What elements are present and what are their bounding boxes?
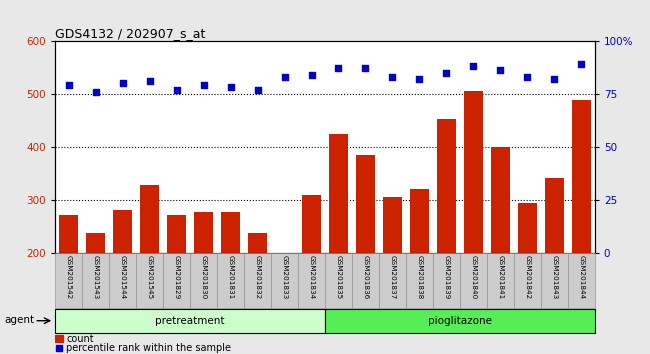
Point — [576, 61, 586, 67]
Bar — [464, 91, 483, 354]
Point — [387, 74, 398, 80]
Point — [306, 72, 317, 78]
Point — [495, 68, 506, 73]
Bar — [514, 253, 541, 308]
Text: GSM201830: GSM201830 — [201, 255, 207, 299]
Point — [198, 82, 209, 88]
Point — [226, 85, 236, 90]
Text: GSM201834: GSM201834 — [309, 255, 315, 299]
Bar — [433, 253, 460, 308]
Bar — [271, 253, 298, 308]
Bar — [221, 212, 240, 354]
Bar — [541, 253, 568, 308]
Text: percentile rank within the sample: percentile rank within the sample — [66, 343, 231, 353]
Point — [252, 87, 263, 92]
Bar — [82, 253, 109, 308]
Point — [90, 89, 101, 95]
Text: GSM201831: GSM201831 — [227, 255, 233, 299]
Bar — [298, 253, 325, 308]
Bar — [248, 234, 267, 354]
Text: pioglitazone: pioglitazone — [428, 316, 492, 326]
Text: count: count — [66, 333, 94, 344]
Bar — [491, 147, 510, 354]
Text: GSM201843: GSM201843 — [551, 255, 557, 299]
Bar — [568, 253, 595, 308]
Point — [549, 76, 560, 82]
Text: GSM201543: GSM201543 — [93, 255, 99, 299]
Bar — [55, 335, 63, 342]
Text: GSM201832: GSM201832 — [255, 255, 261, 299]
Text: GSM201842: GSM201842 — [525, 255, 530, 299]
Point — [441, 70, 452, 75]
Point — [172, 87, 182, 92]
Bar — [55, 253, 82, 308]
Text: GSM201840: GSM201840 — [471, 255, 476, 299]
Bar — [329, 133, 348, 354]
Text: GSM201839: GSM201839 — [443, 255, 449, 299]
Point — [360, 65, 370, 71]
Bar — [356, 155, 375, 354]
Bar — [244, 253, 271, 308]
Text: GSM201833: GSM201833 — [281, 255, 287, 299]
Bar — [140, 185, 159, 354]
Bar — [460, 253, 487, 308]
Bar — [325, 253, 352, 308]
Text: GSM201836: GSM201836 — [363, 255, 369, 299]
Bar — [383, 198, 402, 354]
Bar — [572, 100, 591, 354]
Text: GSM201829: GSM201829 — [174, 255, 179, 299]
Point — [118, 80, 128, 86]
Bar — [518, 202, 537, 354]
Bar — [325, 309, 595, 333]
Text: GSM201838: GSM201838 — [417, 255, 423, 299]
Bar — [167, 215, 186, 354]
Point — [414, 76, 424, 82]
Bar — [217, 253, 244, 308]
Point — [522, 74, 532, 80]
Point — [333, 65, 344, 71]
Bar — [302, 195, 321, 354]
Text: pretreatment: pretreatment — [155, 316, 225, 326]
Point — [64, 82, 74, 88]
Point — [54, 345, 64, 351]
Text: GSM201837: GSM201837 — [389, 255, 395, 299]
Bar — [545, 178, 564, 354]
Bar — [163, 253, 190, 308]
Text: GSM201544: GSM201544 — [120, 255, 125, 299]
Bar — [136, 253, 163, 308]
Point — [280, 74, 290, 80]
Bar — [55, 309, 325, 333]
Bar — [410, 189, 429, 354]
Text: agent: agent — [5, 314, 34, 325]
Bar — [190, 253, 217, 308]
Bar — [487, 253, 514, 308]
Text: GDS4132 / 202907_s_at: GDS4132 / 202907_s_at — [55, 27, 205, 40]
Bar — [194, 212, 213, 354]
Bar — [406, 253, 433, 308]
Text: GSM201542: GSM201542 — [66, 255, 72, 299]
Bar — [113, 210, 132, 354]
Point — [144, 78, 155, 84]
Bar — [275, 253, 294, 354]
Text: GSM201844: GSM201844 — [578, 255, 584, 299]
Text: GSM201545: GSM201545 — [147, 255, 153, 299]
Text: GSM201841: GSM201841 — [497, 255, 503, 299]
Point — [468, 63, 478, 69]
Text: GSM201835: GSM201835 — [335, 255, 341, 299]
Bar — [86, 234, 105, 354]
Bar — [59, 215, 78, 354]
Bar — [352, 253, 379, 308]
Bar — [109, 253, 136, 308]
Bar — [437, 119, 456, 354]
Bar — [379, 253, 406, 308]
